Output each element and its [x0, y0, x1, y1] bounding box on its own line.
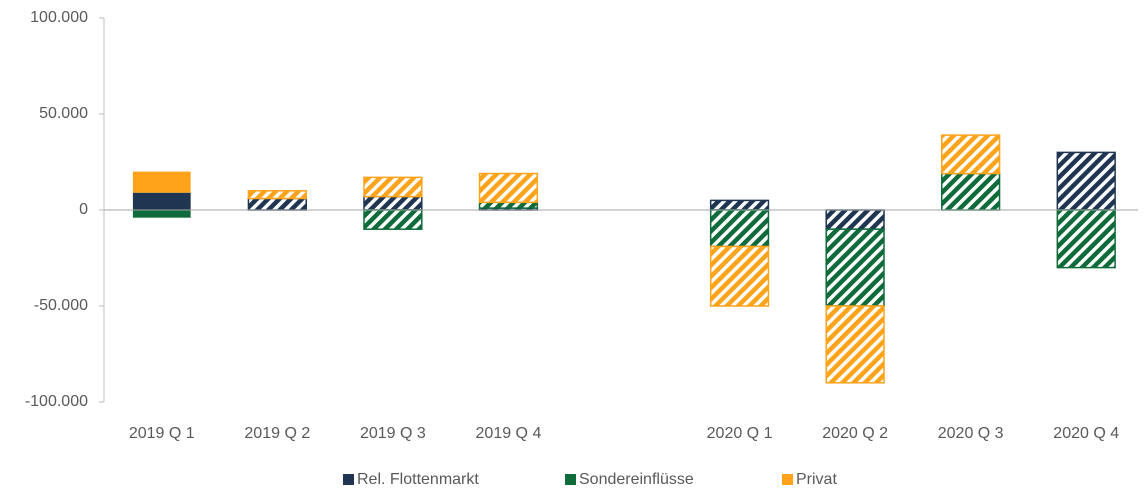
bar-segment: [825, 209, 885, 230]
y-tick-label: 50.000: [39, 105, 88, 122]
bar-segment: [1056, 151, 1116, 211]
bar-segment: [709, 199, 770, 211]
bar-segment: [247, 197, 307, 211]
bar-segment: [363, 176, 423, 198]
legend-swatch: [343, 474, 354, 485]
bar-segment: [1056, 209, 1116, 269]
x-tick-label: 2020 Q 3: [938, 425, 1004, 442]
x-tick-label: 2019 Q 2: [244, 425, 310, 442]
x-tick-label: 2019 Q 3: [360, 425, 426, 442]
y-tick-label: -50.000: [34, 297, 88, 314]
legend-label: Rel. Flottenmarkt: [357, 471, 479, 488]
bar-segment: [132, 192, 191, 210]
x-tick-label: 2020 Q 1: [707, 425, 773, 442]
legend-swatch: [565, 474, 576, 485]
bar-segment: [709, 245, 770, 307]
x-tick-label: 2020 Q 2: [822, 425, 888, 442]
y-tick-label: 0: [79, 201, 88, 218]
bar-segment: [478, 201, 539, 209]
bar-segment: [709, 209, 770, 248]
bar-segment: [132, 210, 191, 218]
legend-label: Privat: [796, 471, 837, 488]
bar-segment: [478, 172, 539, 204]
bar-segment: [132, 171, 191, 193]
x-tick-label: 2019 Q 4: [476, 425, 542, 442]
y-tick-label: 100.000: [30, 9, 88, 26]
bar-segment: [941, 134, 1001, 175]
legend-swatch: [782, 474, 793, 485]
bar-segment: [247, 190, 307, 200]
bar-segment: [825, 228, 885, 307]
bar-segment: [363, 195, 423, 211]
y-tick-label: -100.000: [25, 393, 88, 410]
x-tick-label: 2020 Q 4: [1053, 425, 1119, 442]
bar-segment: [825, 305, 885, 384]
x-tick-label: 2019 Q 1: [129, 425, 195, 442]
legend-label: Sondereinflüsse: [579, 471, 694, 488]
bar-segment: [363, 209, 423, 230]
bar-segment: [941, 172, 1001, 211]
